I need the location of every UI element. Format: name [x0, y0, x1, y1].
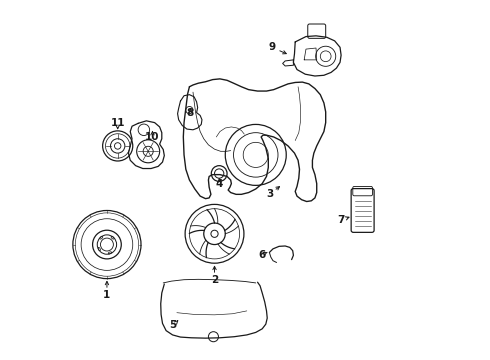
- Text: 11: 11: [110, 118, 125, 128]
- Text: 1: 1: [103, 291, 111, 301]
- Text: 8: 8: [187, 108, 194, 118]
- Text: 6: 6: [259, 249, 266, 260]
- Text: 7: 7: [338, 215, 345, 225]
- Text: 5: 5: [170, 320, 177, 330]
- Text: 3: 3: [267, 189, 274, 199]
- Text: 2: 2: [211, 275, 218, 285]
- Text: 9: 9: [269, 42, 275, 52]
- Text: 10: 10: [145, 132, 160, 142]
- Text: 4: 4: [216, 179, 223, 189]
